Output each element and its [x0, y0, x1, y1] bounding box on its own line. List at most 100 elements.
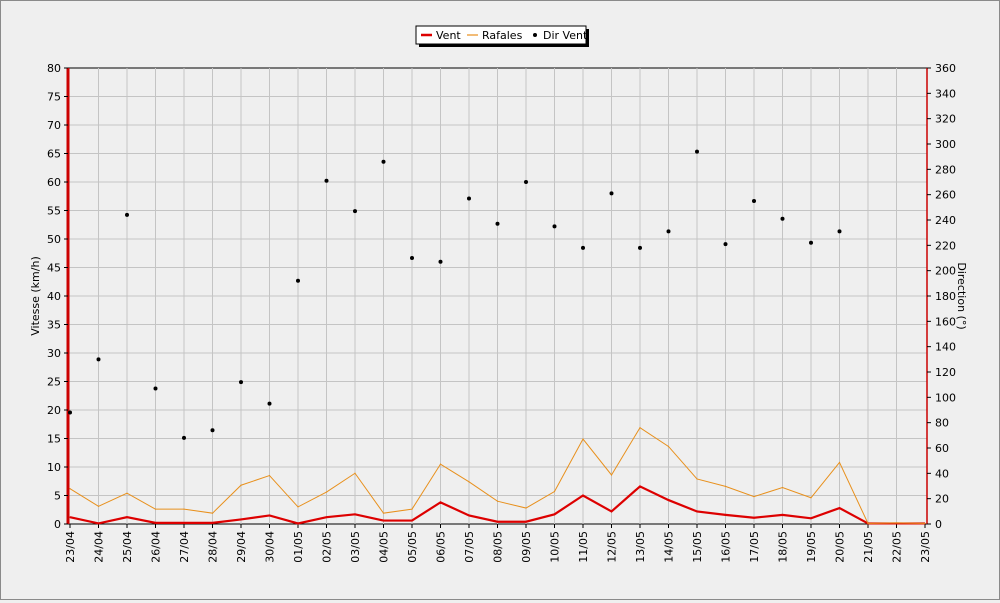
series-vent-point	[325, 516, 328, 518]
y-tick-label: 40	[47, 290, 61, 303]
y-tick-label: 80	[47, 62, 61, 75]
series-dir-vent-point	[695, 149, 699, 154]
series-rafales-point	[895, 522, 898, 524]
series-rafales-point	[69, 488, 71, 490]
series-vent-point	[97, 522, 100, 525]
y2-tick-label: 200	[935, 265, 956, 278]
x-tick-label: 24/04	[93, 531, 106, 563]
legend: Vent Rafales Dir Vent	[415, 25, 589, 47]
series-dir-vent-point	[723, 242, 728, 247]
series-dir-vent-point	[780, 216, 785, 221]
series-vent-point	[154, 522, 157, 524]
y2-tick-label: 120	[935, 366, 956, 379]
x-tick-label: 04/05	[378, 531, 391, 563]
series-vent-point	[781, 514, 784, 516]
x-tick-label: 23/05	[919, 531, 932, 563]
series-dir-vent-point	[239, 380, 243, 385]
x-tick-label: 16/05	[720, 531, 733, 563]
series-dir-vent-point	[524, 180, 528, 184]
series-rafales-point	[696, 478, 698, 480]
y2-tick-label: 280	[935, 163, 956, 176]
x-tick-label: 23/04	[64, 531, 77, 563]
right-axis-ticks: 0 20 40 60 80 100 120 140 160 180 200 220 240 260 280 3…	[927, 62, 956, 531]
series-rafales-point	[724, 485, 727, 487]
series-rafales-point	[781, 486, 784, 489]
left-axis-ticks: 0 5 10 15 20 25 30 35 40 45 50 55 60 65 70 75 80	[47, 62, 68, 531]
series-dir-vent-point	[809, 240, 813, 245]
series-rafales-point	[582, 438, 584, 440]
y2-tick-label: 140	[935, 341, 956, 354]
y2-tick-label: 180	[935, 290, 956, 303]
series-layer	[68, 149, 926, 525]
legend-vent-label: Vent	[436, 29, 461, 42]
series-rafales-point	[838, 461, 841, 464]
y2-tick-label: 40	[935, 467, 949, 480]
series-rafales-point	[553, 490, 556, 493]
series-dir-vent-point	[296, 278, 300, 283]
x-tick-label: 08/05	[492, 531, 505, 563]
x-tick-label: 21/05	[862, 531, 875, 563]
x-tick-label: 01/05	[292, 531, 305, 563]
series-vent-point	[126, 516, 128, 518]
series-rafales-point	[325, 491, 328, 493]
y2-tick-label: 220	[935, 239, 956, 252]
y-tick-label: 20	[47, 404, 61, 417]
y-tick-label: 0	[54, 518, 61, 531]
series-dir-vent-point	[666, 229, 671, 234]
y-tick-label: 75	[47, 91, 61, 104]
grid-lines	[68, 68, 927, 524]
series-rafales-point	[867, 522, 869, 525]
series-vent-point	[753, 517, 755, 519]
x-tick-label: 10/05	[549, 531, 562, 563]
series-rafales-point	[810, 497, 812, 499]
series-dir-vent-point	[381, 159, 386, 164]
series-vent-point	[496, 521, 499, 523]
series-rafales-point	[924, 522, 926, 525]
series-vent-point	[382, 519, 385, 522]
x-tick-label: 19/05	[805, 531, 818, 563]
x-tick-label: 30/04	[264, 531, 277, 563]
x-tick-label: 03/05	[349, 531, 362, 563]
series-vent-point	[582, 494, 584, 497]
y2-axis-label: Direction (°)	[955, 262, 968, 329]
x-tick-label: 15/05	[691, 531, 704, 563]
series-dir-vent-point	[837, 229, 842, 234]
series-vent-point	[297, 522, 299, 525]
series-vent-point	[525, 521, 527, 523]
series-rafales-point	[297, 506, 299, 508]
series-rafales-point	[183, 508, 185, 510]
series-rafales-point	[639, 427, 641, 429]
series-vent-point	[183, 522, 185, 524]
x-tick-label: 22/05	[891, 531, 904, 563]
series-rafales-point	[525, 507, 527, 509]
y2-tick-label: 320	[935, 113, 956, 126]
y2-tick-label: 160	[935, 315, 956, 328]
x-tick-label: 12/05	[606, 531, 619, 563]
series-dir-vent-point	[324, 178, 329, 183]
series-vent-point	[724, 514, 727, 516]
series-dir-vent-point	[68, 410, 72, 415]
series-dir-vent-point	[638, 245, 642, 250]
series-dir-vent-point	[125, 212, 129, 217]
series-dir-vent-point	[410, 256, 414, 260]
y-tick-label: 30	[47, 347, 61, 360]
series-rafales-point	[468, 481, 470, 483]
y2-tick-label: 360	[935, 62, 956, 75]
x-tick-label: 27/04	[178, 531, 191, 563]
series-rafales-point	[610, 474, 613, 476]
series-rafales-point	[154, 508, 157, 510]
y-tick-label: 10	[47, 461, 61, 474]
legend-box	[415, 25, 587, 45]
y2-tick-label: 240	[935, 214, 956, 227]
y2-tick-label: 100	[935, 391, 956, 404]
x-tick-label: 07/05	[463, 531, 476, 563]
y2-tick-label: 260	[935, 189, 956, 202]
y2-tick-label: 340	[935, 87, 956, 100]
x-tick-label: 13/05	[634, 531, 647, 563]
y-tick-label: 65	[47, 148, 61, 161]
series-rafales-point	[268, 474, 271, 477]
series-vent-point	[610, 510, 613, 513]
series-vent-point	[211, 522, 214, 524]
series-vent-point	[553, 513, 556, 515]
